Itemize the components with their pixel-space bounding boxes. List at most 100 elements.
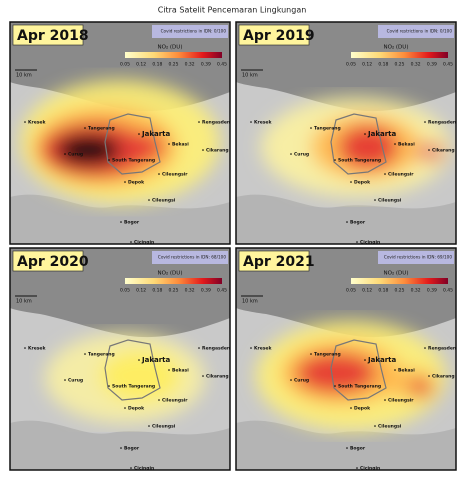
place-label: South Tangerang (112, 158, 155, 164)
place-dot (424, 347, 426, 349)
place-dot (108, 385, 110, 387)
place-label: Kresek (28, 120, 46, 126)
scale-label: 10 km (242, 299, 258, 305)
place-dot (428, 149, 430, 151)
place-label: Depok (128, 406, 145, 412)
colorbar-tick: 0.05 (120, 288, 130, 294)
city-boundary (330, 339, 387, 401)
hills (10, 194, 230, 244)
place-label: Tangerang (88, 126, 115, 132)
colorbar-tick: 0.05 (120, 62, 130, 68)
place-label: Rengasdengklok (428, 120, 465, 126)
place-label: Cileungsi (378, 198, 402, 204)
place-label: Rengasdengklok (202, 346, 245, 352)
place-label: Tangerang (314, 352, 341, 358)
place-dot (310, 127, 312, 129)
place-label: Depok (354, 180, 371, 186)
panel-border (9, 247, 231, 471)
place-dot (356, 467, 358, 469)
place-dot (394, 143, 396, 145)
no2-blob (417, 142, 445, 162)
place-label: Bekasi (172, 368, 189, 374)
place-dot (130, 467, 132, 469)
pollution (20, 80, 220, 204)
place-dot (374, 199, 376, 201)
year-label: Apr 2019 (243, 28, 315, 44)
city-boundary (104, 339, 161, 401)
place-dot (148, 425, 150, 427)
place-dot (130, 241, 132, 243)
place-dot (64, 379, 66, 381)
place-label: Cileungsi (378, 424, 402, 430)
colorbar-tick: 0.45 (217, 288, 227, 294)
year-box (12, 250, 84, 272)
place-dot (120, 221, 122, 223)
panel-border (235, 247, 457, 471)
legend-label: NO₂ (DU) (158, 45, 183, 51)
colorbar-tick: 0.45 (443, 62, 453, 68)
place-dot (202, 375, 204, 377)
place-label: Bogor (124, 446, 140, 452)
place-dot (364, 359, 366, 361)
colorbar-tick: 0.05 (346, 62, 356, 68)
restriction-label: Covid restrictions in IDN: 0/100 (161, 29, 227, 34)
colorbar-tick: 0.12 (362, 288, 372, 294)
place-label: Bogor (350, 220, 366, 226)
restriction-box (152, 251, 228, 264)
place-dot (120, 447, 122, 449)
place-dot (84, 353, 86, 355)
panel-border (235, 21, 457, 245)
year-label: Apr 2018 (17, 28, 89, 44)
place-label: Jakarta (367, 356, 397, 364)
place-label: Bekasi (398, 368, 415, 374)
year-label: Apr 2021 (243, 254, 315, 270)
place-label: Cikarang (206, 374, 229, 380)
place-dot (84, 127, 86, 129)
place-label: Jakarta (141, 130, 171, 138)
no2-blob (409, 378, 433, 398)
place-dot (250, 121, 252, 123)
place-dot (394, 369, 396, 371)
place-label: Cileungsir (388, 172, 414, 178)
place-dot (290, 379, 292, 381)
colorbar-tick: 0.32 (411, 288, 421, 294)
place-dot (198, 121, 200, 123)
year-box (12, 24, 84, 46)
scale-label: 10 km (16, 299, 32, 305)
place-label: Curug (68, 152, 83, 158)
place-dot (384, 173, 386, 175)
place-label: Bogor (350, 446, 366, 452)
colorbar (125, 52, 222, 58)
place-dot (334, 385, 336, 387)
place-dot (24, 347, 26, 349)
place-dot (198, 347, 200, 349)
year-box (238, 24, 310, 46)
colorbar (351, 52, 448, 58)
place-label: Cikarang (206, 148, 229, 154)
colorbar-tick: 0.25 (394, 62, 404, 68)
colorbar-tick: 0.18 (378, 288, 388, 294)
colorbar (125, 278, 222, 284)
restriction-box (378, 25, 454, 38)
place-dot (124, 181, 126, 183)
restriction-label: Covid restrictions in IDN: 69/100 (384, 255, 452, 260)
place-label: Bekasi (172, 142, 189, 148)
place-dot (384, 399, 386, 401)
place-dot (346, 221, 348, 223)
legend-label: NO₂ (DU) (158, 271, 183, 277)
place-dot (346, 447, 348, 449)
place-label: Tangerang (314, 126, 341, 132)
panel-border (9, 21, 231, 245)
hills (10, 420, 230, 470)
place-dot (350, 407, 352, 409)
colorbar-tick: 0.25 (168, 62, 178, 68)
colorbar-tick: 0.39 (201, 62, 211, 68)
colorbar (351, 278, 448, 284)
colorbar-tick: 0.05 (346, 288, 356, 294)
